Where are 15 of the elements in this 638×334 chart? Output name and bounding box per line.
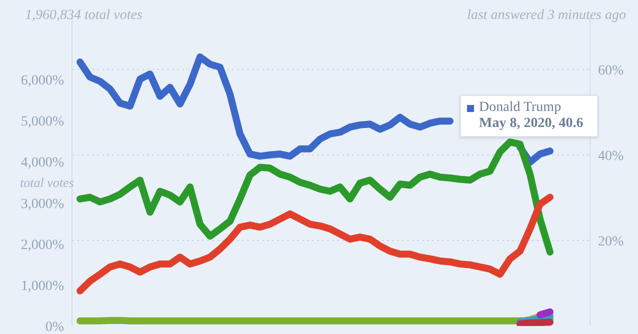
annotation: 1,960,834 total votes	[25, 8, 142, 24]
text: total votes	[20, 175, 74, 191]
y-tick-label: 2,000%	[20, 238, 64, 253]
annotation: last answered 3 minutes ago	[467, 8, 626, 24]
y2-tick-label: 40%	[598, 148, 624, 164]
y-tick-label: 6,000%	[20, 74, 64, 89]
y-tick-label: 5,000%	[20, 114, 64, 130]
y-tick-label: 1,000%	[20, 278, 64, 294]
y-tick-label: 0%	[45, 320, 64, 334]
y-tick-label: 3,000%	[20, 196, 64, 212]
y-tick-label: 4,000%	[20, 156, 64, 171]
annotation: May 8, 2020, 40.6	[478, 116, 584, 132]
legend-label: Donald Trump	[479, 100, 562, 116]
y2-tick-label: 60%	[598, 63, 624, 78]
y2-tick-label: 20%	[598, 234, 624, 250]
